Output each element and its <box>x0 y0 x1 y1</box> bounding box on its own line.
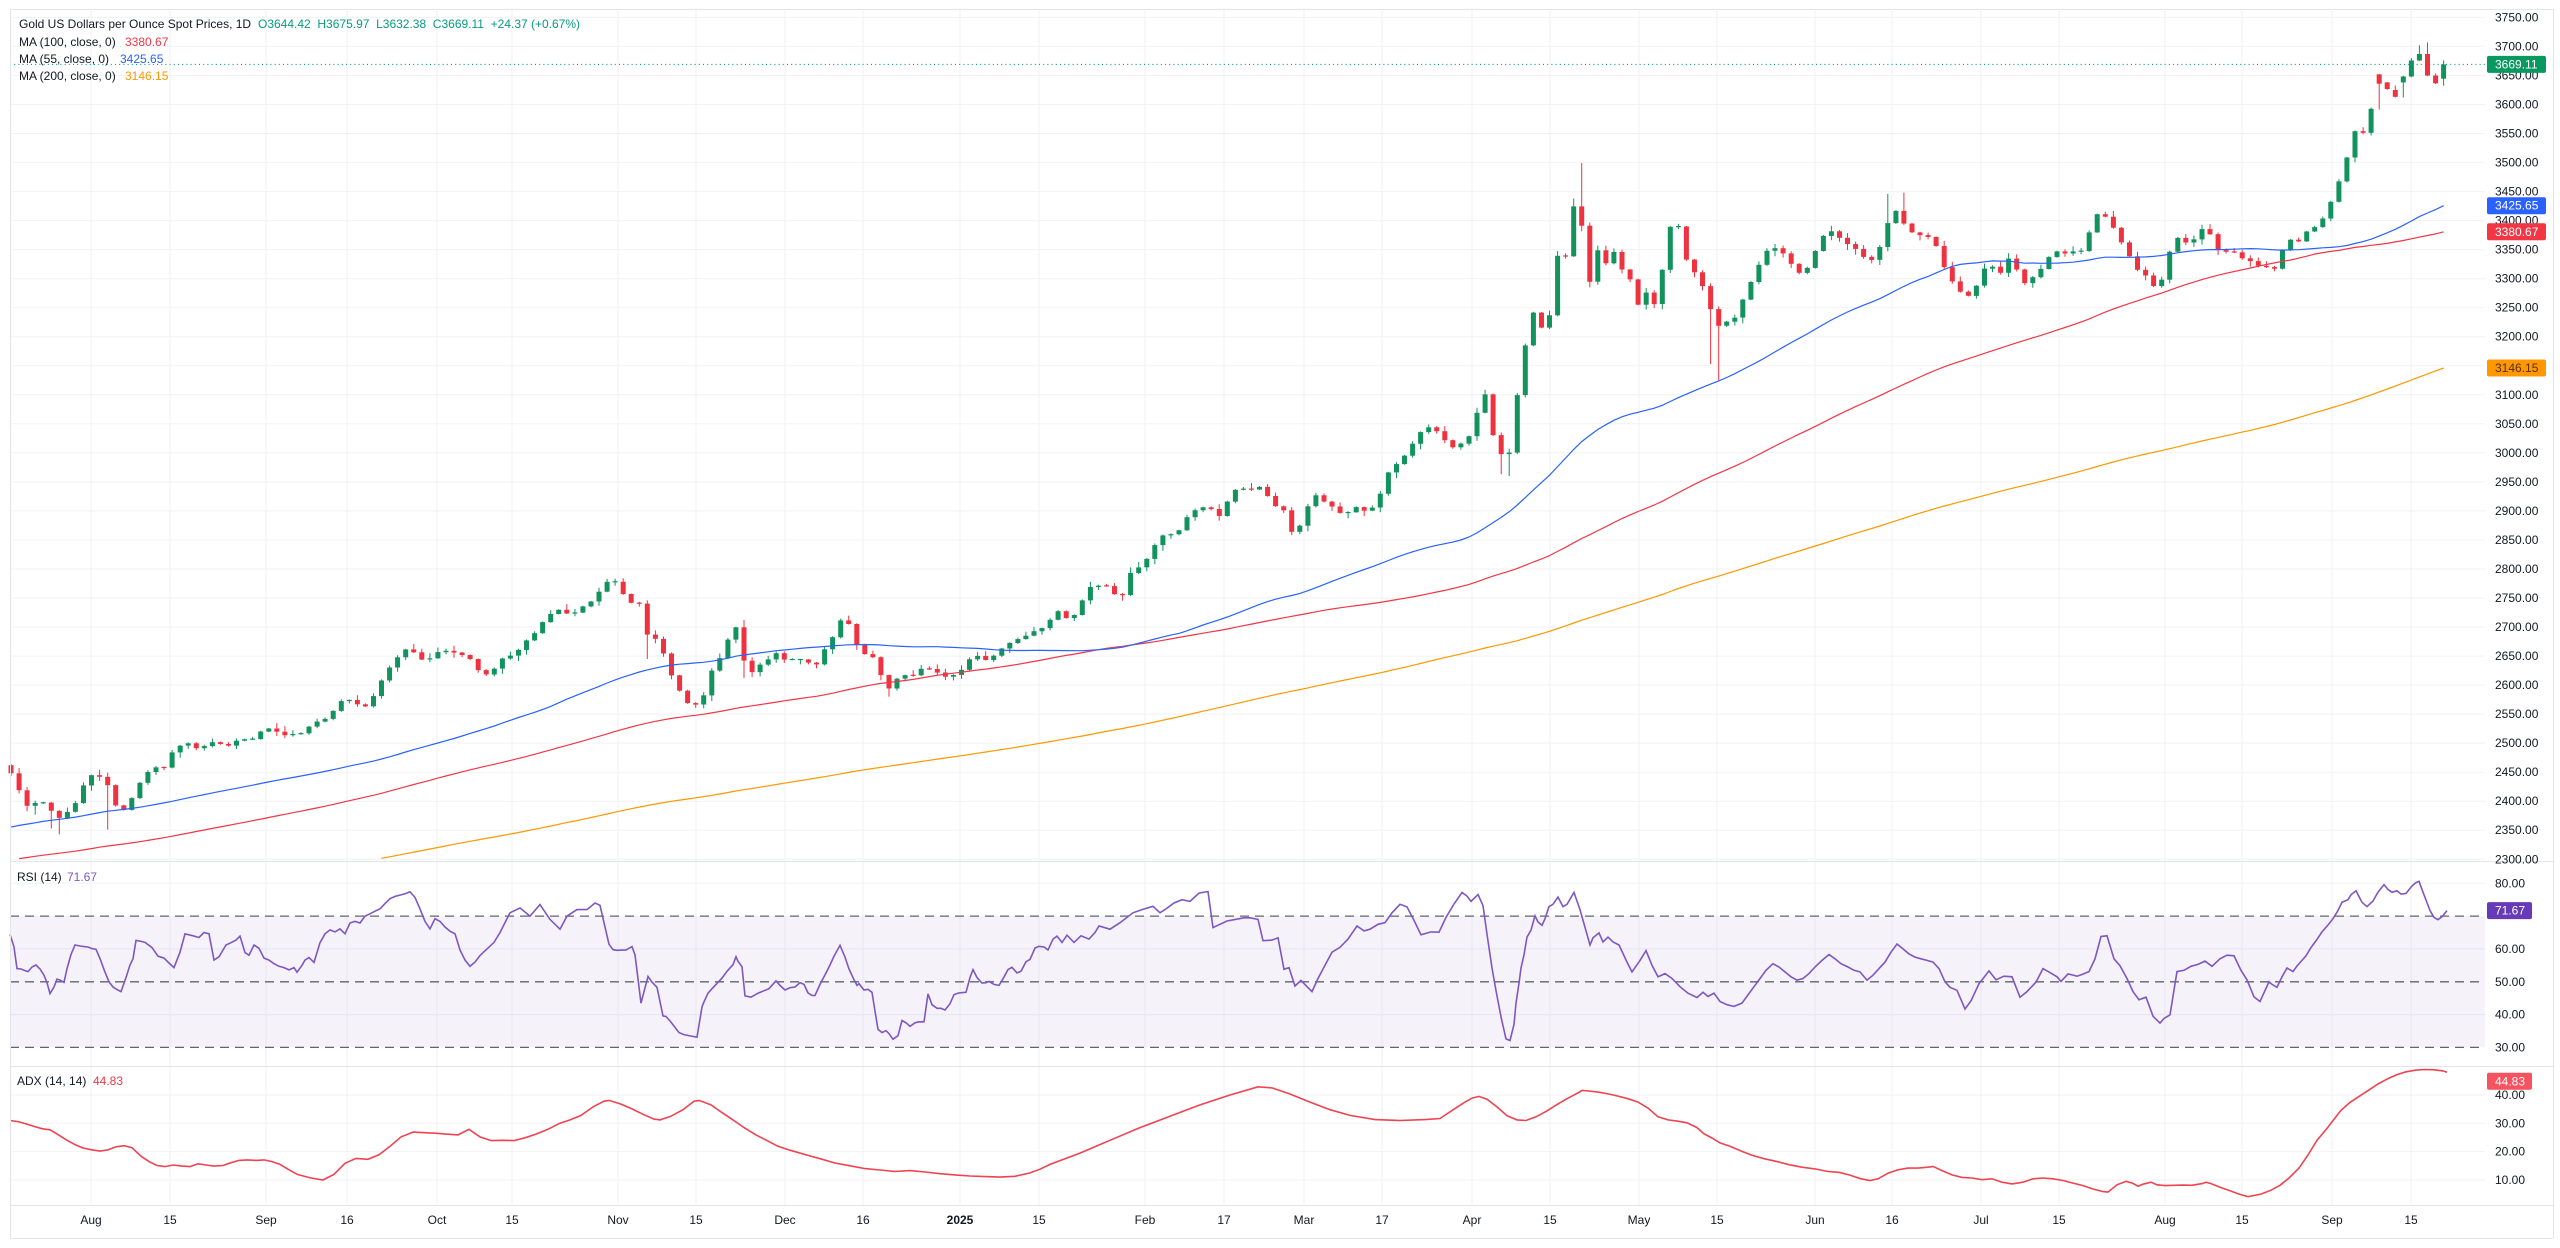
svg-text:Sep: Sep <box>2321 1213 2343 1227</box>
svg-text:3500.00: 3500.00 <box>2495 156 2539 170</box>
svg-text:2650.00: 2650.00 <box>2495 649 2539 663</box>
svg-text:15: 15 <box>1032 1213 1046 1227</box>
svg-text:MA (55, close, 0): MA (55, close, 0) <box>19 52 109 66</box>
svg-text:Nov: Nov <box>607 1213 628 1227</box>
svg-text:3750.00: 3750.00 <box>2495 10 2539 24</box>
svg-text:MA (100, close, 0): MA (100, close, 0) <box>19 35 116 49</box>
svg-text:3350.00: 3350.00 <box>2495 243 2539 257</box>
svg-text:44.83: 44.83 <box>93 1074 123 1088</box>
svg-text:3200.00: 3200.00 <box>2495 330 2539 344</box>
svg-text:2450.00: 2450.00 <box>2495 765 2539 779</box>
svg-text:3425.65: 3425.65 <box>2495 199 2539 213</box>
svg-text:2350.00: 2350.00 <box>2495 823 2539 837</box>
svg-text:3700.00: 3700.00 <box>2495 39 2539 53</box>
svg-text:15: 15 <box>2235 1213 2249 1227</box>
svg-text:2025: 2025 <box>947 1213 974 1227</box>
svg-text:Sep: Sep <box>255 1213 277 1227</box>
svg-text:2750.00: 2750.00 <box>2495 591 2539 605</box>
svg-text:50.00: 50.00 <box>2495 975 2525 989</box>
svg-text:16: 16 <box>856 1213 870 1227</box>
svg-text:Oct: Oct <box>428 1213 447 1227</box>
svg-text:Jul: Jul <box>1973 1213 1988 1227</box>
svg-text:Mar: Mar <box>1294 1213 1315 1227</box>
svg-text:80.00: 80.00 <box>2495 876 2525 890</box>
svg-text:15: 15 <box>2052 1213 2066 1227</box>
svg-text:3100.00: 3100.00 <box>2495 388 2539 402</box>
svg-text:16: 16 <box>340 1213 354 1227</box>
svg-text:10.00: 10.00 <box>2495 1173 2525 1187</box>
svg-text:RSI (14): RSI (14) <box>17 870 62 884</box>
svg-text:71.67: 71.67 <box>2495 904 2525 918</box>
svg-text:30.00: 30.00 <box>2495 1116 2525 1130</box>
svg-text:MA (200, close, 0): MA (200, close, 0) <box>19 69 116 83</box>
svg-text:Jun: Jun <box>1805 1213 1824 1227</box>
svg-text:Dec: Dec <box>774 1213 795 1227</box>
svg-text:3380.67: 3380.67 <box>2495 225 2539 239</box>
svg-text:2900.00: 2900.00 <box>2495 504 2539 518</box>
svg-text:15: 15 <box>2404 1213 2418 1227</box>
svg-text:3050.00: 3050.00 <box>2495 417 2539 431</box>
svg-text:Gold US Dollars per Ounce Spot: Gold US Dollars per Ounce Spot Prices, 1… <box>19 17 251 31</box>
svg-text:3146.15: 3146.15 <box>125 69 169 83</box>
svg-text:May: May <box>1628 1213 1651 1227</box>
svg-text:40.00: 40.00 <box>2495 1088 2525 1102</box>
svg-text:2600.00: 2600.00 <box>2495 678 2539 692</box>
svg-text:Aug: Aug <box>80 1213 101 1227</box>
svg-text:3146.15: 3146.15 <box>2495 361 2539 375</box>
svg-text:2850.00: 2850.00 <box>2495 533 2539 547</box>
svg-text:3425.65: 3425.65 <box>120 52 164 66</box>
svg-text:30.00: 30.00 <box>2495 1040 2525 1054</box>
svg-text:2800.00: 2800.00 <box>2495 562 2539 576</box>
svg-text:71.67: 71.67 <box>67 870 97 884</box>
svg-text:3250.00: 3250.00 <box>2495 301 2539 315</box>
svg-text:44.83: 44.83 <box>2495 1074 2525 1088</box>
svg-text:3000.00: 3000.00 <box>2495 446 2539 460</box>
svg-text:16: 16 <box>1885 1213 1899 1227</box>
svg-text:20.00: 20.00 <box>2495 1145 2525 1159</box>
svg-text:Apr: Apr <box>1463 1213 1482 1227</box>
svg-text:2950.00: 2950.00 <box>2495 475 2539 489</box>
svg-text:ADX (14, 14): ADX (14, 14) <box>17 1074 86 1088</box>
svg-text:15: 15 <box>1710 1213 1724 1227</box>
svg-text:2300.00: 2300.00 <box>2495 852 2539 866</box>
svg-text:2400.00: 2400.00 <box>2495 794 2539 808</box>
svg-text:15: 15 <box>505 1213 519 1227</box>
svg-text:17: 17 <box>1217 1213 1231 1227</box>
svg-text:17: 17 <box>1375 1213 1389 1227</box>
svg-text:3300.00: 3300.00 <box>2495 272 2539 286</box>
svg-text:2500.00: 2500.00 <box>2495 736 2539 750</box>
svg-text:15: 15 <box>689 1213 703 1227</box>
svg-text:3600.00: 3600.00 <box>2495 98 2539 112</box>
svg-text:Aug: Aug <box>2154 1213 2175 1227</box>
svg-text:3450.00: 3450.00 <box>2495 185 2539 199</box>
svg-text:Feb: Feb <box>1135 1213 1156 1227</box>
svg-text:40.00: 40.00 <box>2495 1008 2525 1022</box>
svg-text:3669.11: 3669.11 <box>2495 57 2538 71</box>
svg-text:2550.00: 2550.00 <box>2495 707 2539 721</box>
svg-text:O3644.42 H3675.97 L3632.38: O3644.42 H3675.97 L3632.38 C3669.11 +24.… <box>258 17 580 31</box>
svg-text:15: 15 <box>163 1213 177 1227</box>
svg-text:60.00: 60.00 <box>2495 942 2525 956</box>
svg-text:3550.00: 3550.00 <box>2495 127 2539 141</box>
svg-text:2700.00: 2700.00 <box>2495 620 2539 634</box>
svg-text:15: 15 <box>1543 1213 1557 1227</box>
svg-text:3380.67: 3380.67 <box>125 35 169 49</box>
